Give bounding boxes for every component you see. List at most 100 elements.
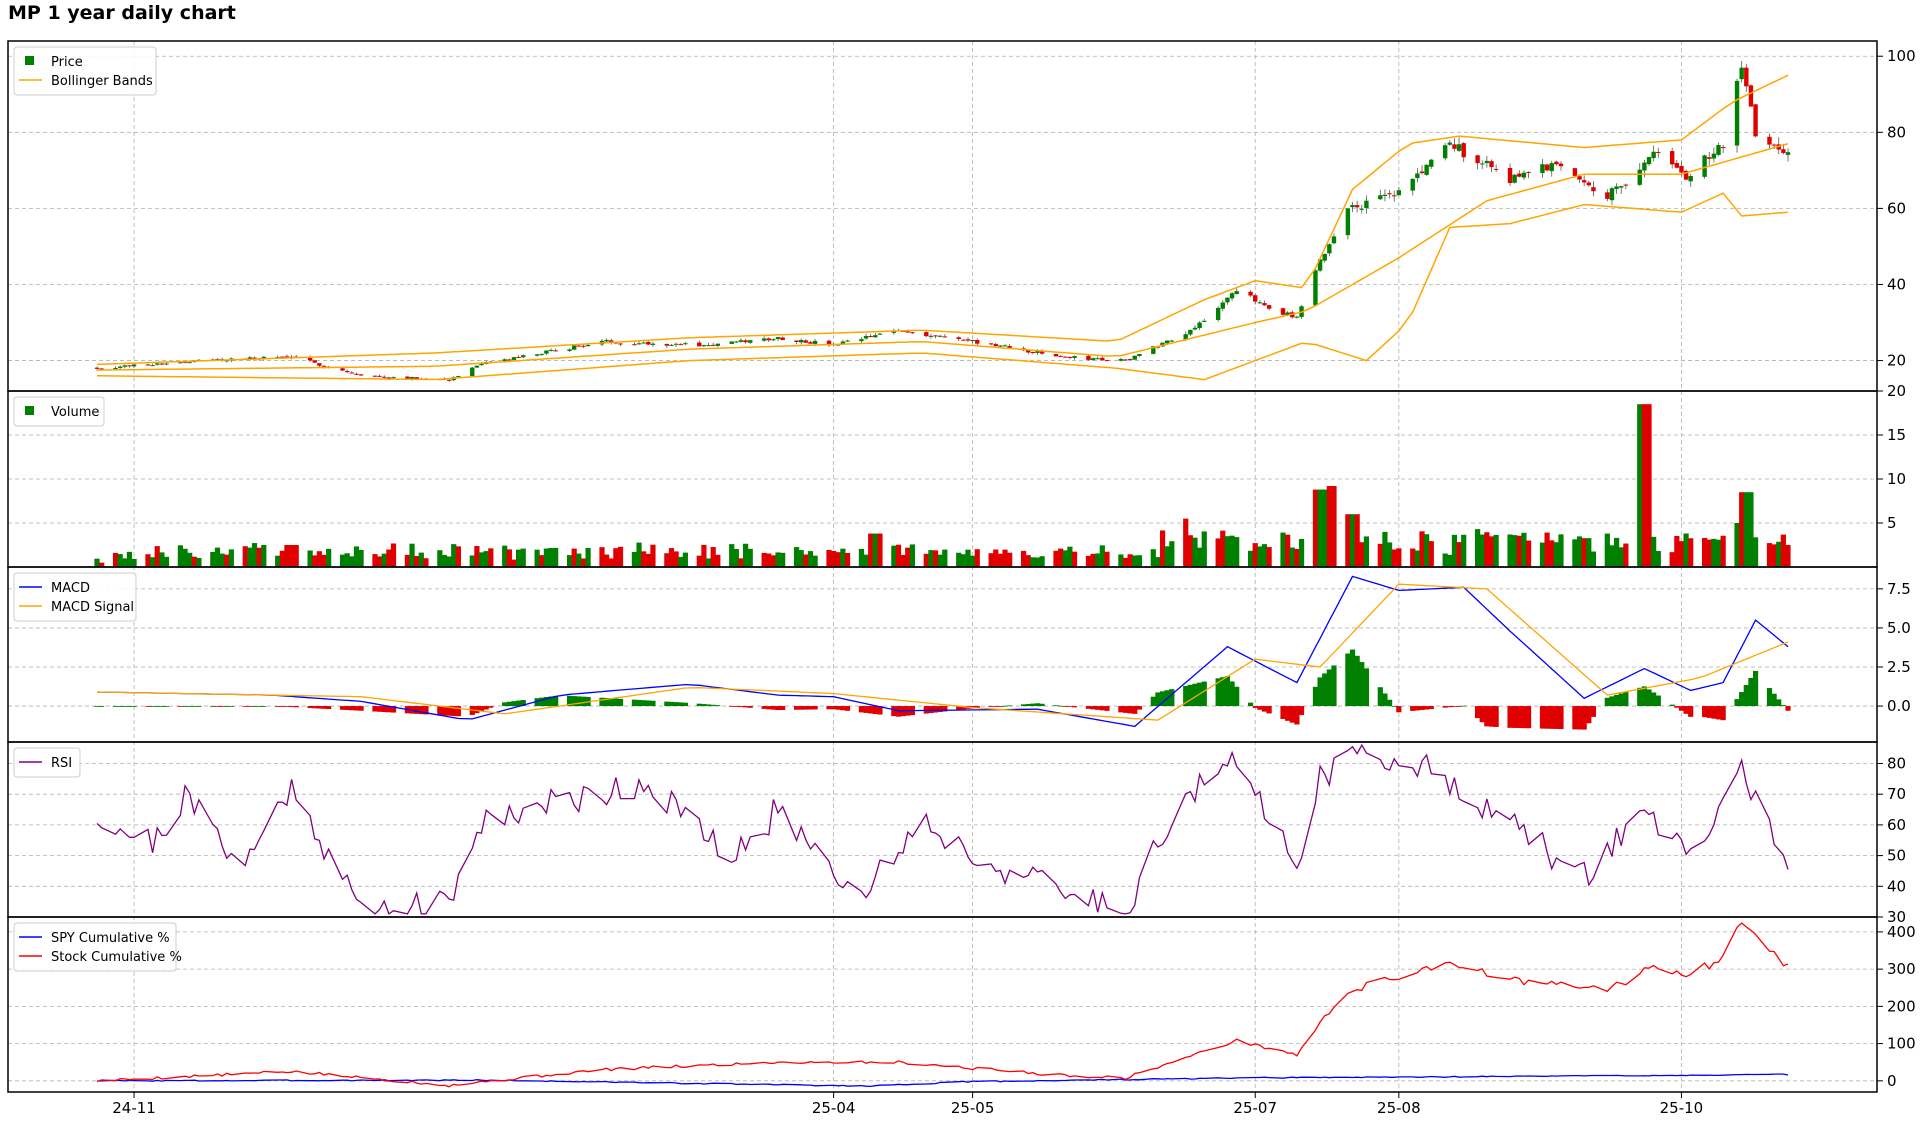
volume-bar: [288, 545, 295, 567]
volume-bar: [1345, 514, 1351, 567]
y-tick-label: 70: [1887, 785, 1906, 803]
candle-body: [1072, 356, 1077, 358]
candle-body: [1090, 358, 1096, 361]
macd-histogram-bar: [1428, 706, 1434, 710]
volume-bar: [446, 556, 452, 567]
macd-histogram-bar: [1734, 699, 1740, 707]
candle-body: [933, 335, 938, 337]
macd-histogram-bar: [1155, 692, 1161, 707]
macd-histogram-bar: [159, 706, 165, 707]
volume-bar: [965, 549, 971, 567]
macd-histogram-bar: [1748, 677, 1754, 707]
volume-bar: [613, 548, 619, 567]
macd-histogram-bar: [636, 699, 642, 707]
macd-histogram-bar: [1266, 706, 1272, 714]
volume-bar: [437, 550, 443, 567]
macd-histogram-bar: [1053, 705, 1059, 707]
volume-bar: [94, 558, 100, 567]
volume-bar: [988, 553, 994, 567]
volume-bar: [1544, 532, 1550, 567]
volume-bar: [1164, 546, 1170, 567]
macd-histogram-bar: [775, 706, 781, 711]
candle-body: [1707, 157, 1712, 159]
volume-bar: [219, 553, 225, 567]
macd-histogram-bar: [928, 706, 934, 714]
macd-histogram-bar: [1345, 653, 1351, 707]
volume-bar: [1780, 534, 1786, 567]
macd-histogram-bar: [228, 706, 234, 707]
candle-body: [1188, 329, 1193, 335]
volume-bar: [1641, 404, 1647, 567]
candle-body: [775, 337, 781, 339]
candle-body: [1266, 305, 1272, 309]
candle-body: [1197, 322, 1202, 329]
candle-body: [1183, 334, 1188, 340]
macd-histogram-bar: [316, 706, 322, 709]
candle-body: [581, 345, 586, 347]
macd-histogram-bar: [1289, 706, 1295, 723]
macd-histogram-bar: [1136, 706, 1142, 710]
macd-histogram-bar: [1229, 681, 1235, 707]
candle-body: [1734, 80, 1740, 146]
candle-body: [571, 345, 577, 350]
macd-histogram-bar: [1442, 706, 1448, 708]
volume-bar: [826, 549, 832, 567]
macd-histogram-bar: [664, 701, 670, 707]
candle-body: [761, 338, 767, 341]
candle-body: [1294, 316, 1300, 318]
macd-histogram-bar: [446, 706, 452, 716]
candle-body: [1345, 208, 1351, 236]
candle-body: [683, 343, 688, 345]
macd-histogram-bar: [1363, 668, 1370, 707]
volume-bar: [1067, 546, 1073, 567]
candle-body: [1248, 291, 1253, 296]
macd-histogram-bar: [1317, 677, 1323, 707]
candle-body: [1415, 173, 1420, 179]
macd-histogram-bar: [1085, 706, 1092, 709]
macd-histogram-bar: [154, 706, 160, 707]
candle-body: [1387, 193, 1392, 195]
volume-bar: [1090, 553, 1096, 567]
macd-histogram-bar: [177, 706, 183, 707]
candle-body: [1767, 136, 1772, 145]
candle-body: [924, 332, 929, 337]
price-panel: [94, 60, 1791, 382]
volume-bar: [1410, 548, 1416, 567]
volume-bar: [316, 551, 322, 567]
macd-line: [96, 575, 1789, 728]
candle-body: [127, 365, 132, 367]
candle-body: [1100, 357, 1105, 361]
macd-histogram-bar: [1349, 649, 1356, 707]
macd-histogram-bar: [826, 706, 832, 710]
volume-bar: [1058, 548, 1064, 567]
macd-histogram-bar: [877, 706, 883, 715]
macd-histogram-bar: [414, 706, 420, 714]
volume-bar: [502, 545, 508, 567]
macd-histogram-bar: [1706, 706, 1712, 718]
candle-body: [548, 349, 554, 351]
macd-histogram-bar: [1544, 706, 1550, 729]
macd-histogram-bar: [1192, 683, 1198, 707]
volume-bar: [126, 551, 133, 567]
volume-bar: [478, 552, 485, 567]
volume-bar: [682, 552, 688, 567]
candle-body: [534, 354, 540, 356]
macd-histogram-bar: [94, 706, 100, 707]
macd-histogram-bar: [641, 700, 647, 707]
volume-bar: [247, 547, 253, 567]
macd-histogram-bar: [1326, 669, 1332, 707]
volume-bar: [182, 548, 188, 567]
candle-body: [1554, 161, 1559, 165]
volume-bar: [1363, 536, 1370, 567]
macd-histogram-bar: [1451, 706, 1458, 707]
candle-body: [1396, 190, 1402, 196]
macd-histogram-bar: [182, 706, 188, 707]
volume-bar: [770, 555, 776, 567]
volume-bar: [580, 558, 587, 567]
volume-bar: [729, 544, 735, 567]
macd-histogram-bar: [520, 699, 526, 707]
volume-bar: [738, 558, 744, 567]
candle-body: [382, 376, 387, 378]
candle-body: [539, 353, 544, 355]
macd-histogram-bar: [580, 696, 587, 707]
